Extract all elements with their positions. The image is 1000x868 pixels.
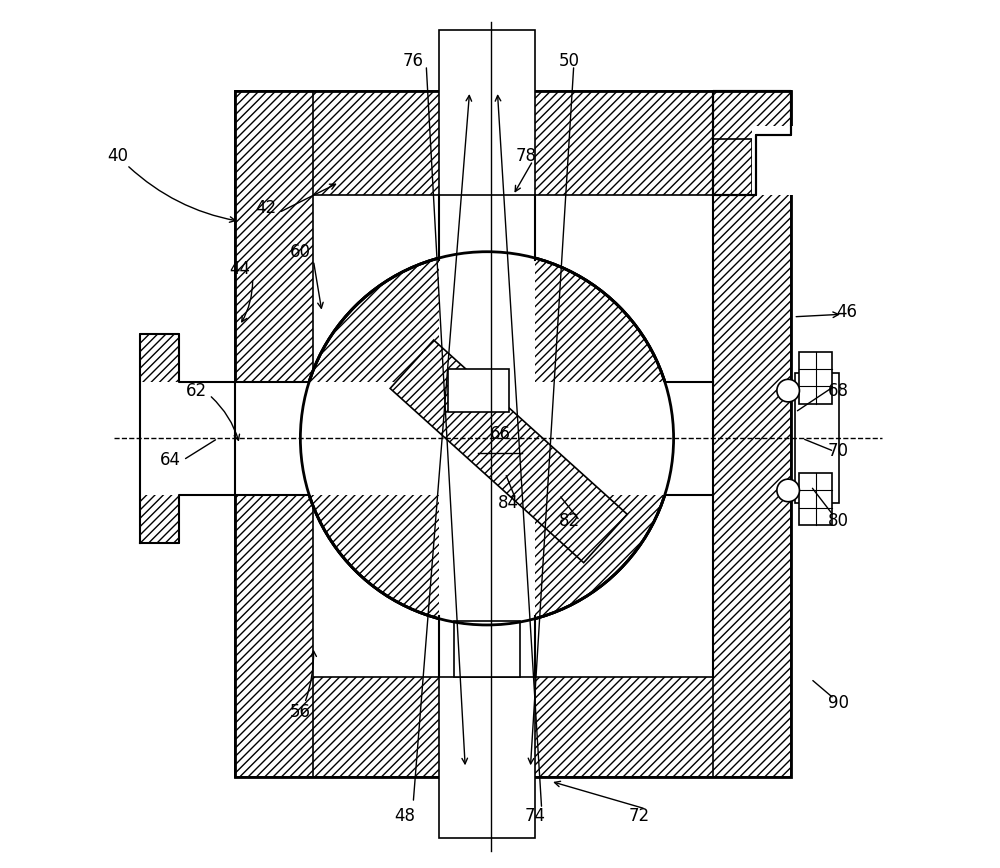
Bar bbox=[140, 382, 183, 495]
Bar bbox=[448, 369, 509, 412]
Polygon shape bbox=[390, 340, 627, 562]
Text: 70: 70 bbox=[828, 443, 849, 460]
Bar bbox=[753, 135, 791, 191]
Text: 62: 62 bbox=[186, 382, 207, 399]
Bar bbox=[752, 126, 795, 195]
Bar bbox=[439, 677, 535, 838]
Text: 72: 72 bbox=[628, 807, 649, 825]
Text: 40: 40 bbox=[108, 148, 129, 165]
Circle shape bbox=[777, 379, 799, 402]
Bar bbox=[795, 373, 839, 503]
Text: 68: 68 bbox=[828, 382, 849, 399]
Text: 46: 46 bbox=[837, 304, 858, 321]
Text: 74: 74 bbox=[524, 807, 545, 825]
Text: 78: 78 bbox=[516, 148, 537, 165]
Text: 60: 60 bbox=[290, 243, 311, 260]
Bar bbox=[713, 91, 791, 777]
Text: 56: 56 bbox=[290, 703, 311, 720]
Text: 90: 90 bbox=[828, 694, 849, 712]
Circle shape bbox=[300, 252, 674, 625]
Text: 48: 48 bbox=[394, 807, 415, 825]
Bar bbox=[713, 91, 791, 139]
Circle shape bbox=[777, 479, 799, 502]
Bar bbox=[799, 352, 832, 404]
Bar bbox=[713, 91, 752, 195]
Bar bbox=[235, 91, 791, 195]
Bar bbox=[235, 91, 791, 777]
Text: 64: 64 bbox=[160, 451, 181, 469]
Bar bbox=[235, 382, 713, 495]
Text: 76: 76 bbox=[403, 52, 424, 69]
Text: 44: 44 bbox=[229, 260, 250, 278]
Text: 84: 84 bbox=[498, 495, 519, 512]
Text: 80: 80 bbox=[828, 512, 849, 529]
Bar bbox=[235, 91, 313, 777]
Bar bbox=[439, 195, 535, 677]
Text: 50: 50 bbox=[559, 52, 580, 69]
Text: 82: 82 bbox=[559, 512, 580, 529]
Text: 42: 42 bbox=[255, 200, 276, 217]
Bar bbox=[454, 621, 520, 677]
Text: 66: 66 bbox=[489, 425, 510, 443]
Bar bbox=[439, 30, 535, 195]
Bar bbox=[235, 677, 791, 777]
Bar bbox=[799, 473, 832, 525]
Bar bbox=[140, 334, 179, 542]
